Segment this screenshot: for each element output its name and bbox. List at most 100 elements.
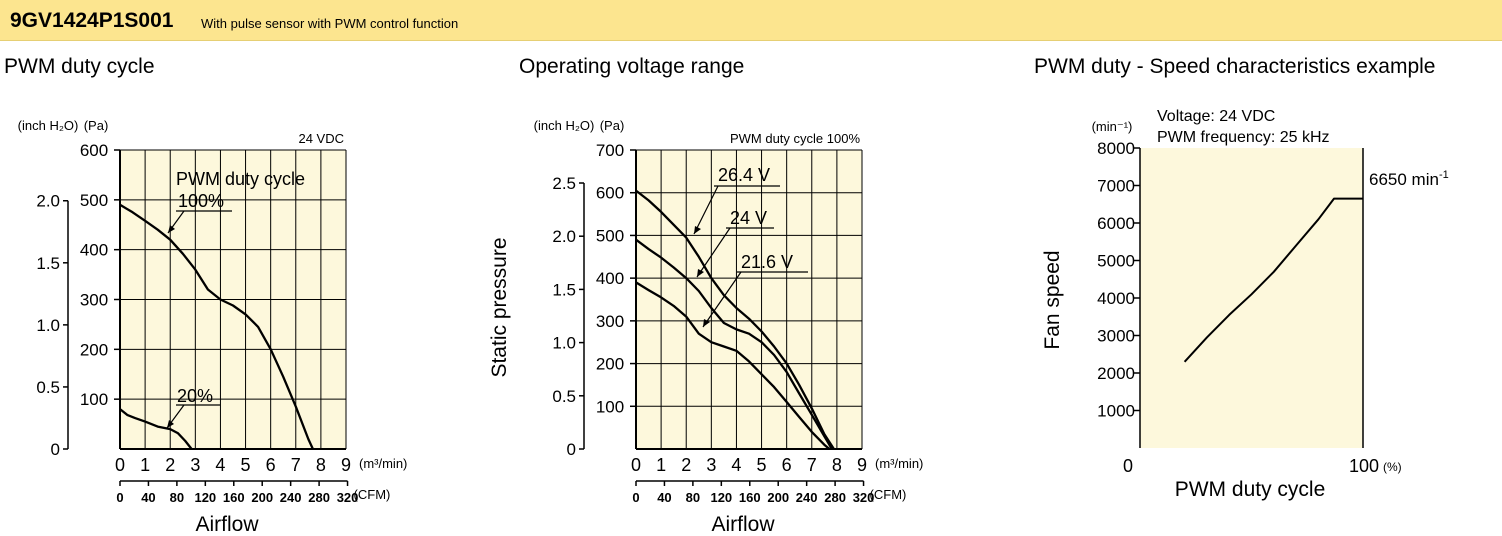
model-number: 9GV1424P1S001 <box>10 9 174 32</box>
c1-x2-tick-label: 120 <box>710 490 732 505</box>
c0-x-tick-label: 8 <box>316 455 326 475</box>
c1-x-unit-label: (m³/min) <box>875 456 923 471</box>
c0-series-line-0 <box>119 203 314 450</box>
c1-x-tick-label: 6 <box>782 455 792 475</box>
c1-series-line-1 <box>635 238 833 450</box>
c1-y2-tick-label: 2.5 <box>552 174 576 193</box>
c2-x-tick-label: 0 <box>1123 456 1133 476</box>
c1-x2-tick-label: 40 <box>657 490 671 505</box>
c1-x2-tick-label: 0 <box>632 490 639 505</box>
c0-x2-unit-label: (CFM) <box>354 487 391 502</box>
c0-y-tick-label: 600 <box>80 141 108 160</box>
c0-legend-title: PWM duty cycle <box>176 169 305 189</box>
c1-y2-tick-label: 1.0 <box>552 334 576 353</box>
c0-x-tick-label: 9 <box>341 455 351 475</box>
c1-x-tick-label: 1 <box>656 455 666 475</box>
c0-y-unit-label: (Pa) <box>84 118 109 133</box>
c0-y-tick-label: 200 <box>80 340 108 359</box>
c1-y2-tick-label: 0 <box>567 440 576 459</box>
c1-x-tick-label: 0 <box>631 455 641 475</box>
c0-y-tick-label: 400 <box>80 241 108 260</box>
c0-x-tick-label: 4 <box>215 455 225 475</box>
c0-x-tick-label: 1 <box>140 455 150 475</box>
c0-y2-tick-label: 0.5 <box>36 378 60 397</box>
c1-x-tick-label: 4 <box>731 455 741 475</box>
c1-x-tick-label: 9 <box>857 455 867 475</box>
c2-max-speed-unit-sup: -1 <box>1439 169 1449 181</box>
c0-x-tick-label: 3 <box>190 455 200 475</box>
c0-y2-tick-label: 2.0 <box>36 192 60 211</box>
c1-y-tick-label: 300 <box>596 312 624 331</box>
c1-y-tick-label: 400 <box>596 269 624 288</box>
c2-plot-area <box>1140 148 1363 448</box>
c0-condition-label: 24 VDC <box>298 131 344 146</box>
c0-x-tick-label: 5 <box>241 455 251 475</box>
c0-y-tick-label: 500 <box>80 191 108 210</box>
header-banner: 9GV1424P1S001 With pulse sensor with PWM… <box>0 0 1502 41</box>
c1-y2-tick-label: 2.0 <box>552 227 576 246</box>
c1-y-tick-label: 500 <box>596 226 624 245</box>
c0-x2-tick-label: 240 <box>280 490 302 505</box>
c2-x-axis-title: PWM duty cycle <box>1175 478 1326 501</box>
c1-y-tick-label: 700 <box>596 141 624 160</box>
c1-y-tick-label: 100 <box>596 397 624 416</box>
c0-y-tick-label: 300 <box>80 291 108 310</box>
c0-x-tick-label: 0 <box>115 455 125 475</box>
c0-x-unit-label: (m³/min) <box>359 456 407 471</box>
c1-y-tick-label: 600 <box>596 184 624 203</box>
chart-title-operating-voltage: Operating voltage range <box>519 55 745 78</box>
model-description: With pulse sensor with PWM control funct… <box>201 16 459 31</box>
c1-condition-label: PWM duty cycle 100% <box>730 131 860 146</box>
c0-x2-tick-label: 280 <box>308 490 330 505</box>
c1-leader-arrow-0 <box>694 226 701 234</box>
c2-max-speed-annotation: 6650 min-1 <box>1369 169 1449 189</box>
c1-leader-line-2 <box>702 271 742 328</box>
c0-x-axis-title: Airflow <box>195 513 259 536</box>
c2-y-tick-label: 6000 <box>1097 214 1135 233</box>
c1-y-axis-title: Static pressure <box>488 237 511 377</box>
c1-leader-arrow-2 <box>703 319 710 327</box>
c1-x2-tick-label: 200 <box>767 490 789 505</box>
c0-series-label-0: 100% <box>178 191 224 211</box>
c0-leader-arrow-0 <box>168 225 175 233</box>
c2-y-tick-label: 1000 <box>1097 402 1135 421</box>
c2-x-tick-label: 100 <box>1349 456 1379 476</box>
c0-series-line-1 <box>119 408 193 450</box>
c1-y2-unit-label: (inch H₂O) <box>534 118 595 133</box>
c1-x2-tick-label: 320 <box>853 490 875 505</box>
c2-y-unit-label: (min⁻¹) <box>1092 119 1133 134</box>
c1-y-unit-label: (Pa) <box>600 118 625 133</box>
c1-x2-tick-label: 80 <box>686 490 700 505</box>
c2-condition-voltage: Voltage: 24 VDC <box>1157 108 1275 125</box>
c2-y-tick-label: 3000 <box>1097 327 1135 346</box>
c1-x-tick-label: 8 <box>832 455 842 475</box>
c2-y-tick-label: 5000 <box>1097 252 1135 271</box>
c1-series-line-2 <box>635 281 831 450</box>
c0-x2-tick-label: 40 <box>141 490 155 505</box>
c1-y2-tick-label: 0.5 <box>552 387 576 406</box>
c1-series-line-0 <box>635 189 835 450</box>
c0-x-tick-label: 7 <box>291 455 301 475</box>
c1-leader-line-0 <box>693 185 719 235</box>
c0-x2-tick-label: 120 <box>194 490 216 505</box>
c2-condition-frequency: PWM frequency: 25 kHz <box>1157 129 1330 146</box>
c1-x-tick-label: 7 <box>807 455 817 475</box>
c2-y-axis-title: Fan speed <box>1041 250 1064 349</box>
c1-plot-area <box>636 150 862 449</box>
c0-y2-tick-label: 1.5 <box>36 254 60 273</box>
c0-x-tick-label: 2 <box>165 455 175 475</box>
c0-x2-tick-label: 80 <box>170 490 184 505</box>
c1-x-tick-label: 2 <box>681 455 691 475</box>
c1-x2-tick-label: 280 <box>824 490 846 505</box>
c2-series-line <box>1183 197 1363 363</box>
c2-x-unit-label: (%) <box>1383 460 1402 474</box>
chart-title-duty-speed: PWM duty - Speed characteristics example <box>1034 55 1436 78</box>
c0-leader-arrow-1 <box>167 420 174 428</box>
c0-x2-tick-label: 320 <box>337 490 359 505</box>
c1-series-label-0: 26.4 V <box>718 165 770 185</box>
c0-series-label-1: 20% <box>177 386 213 406</box>
c1-x-tick-label: 5 <box>757 455 767 475</box>
c0-x2-tick-label: 160 <box>223 490 245 505</box>
c1-x-tick-label: 3 <box>706 455 716 475</box>
